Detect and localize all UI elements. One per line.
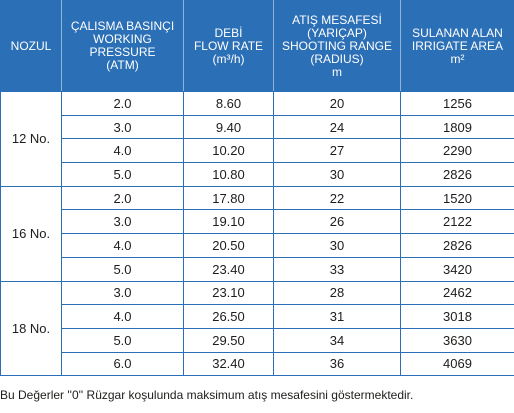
flow-cell: 9.40 xyxy=(183,114,274,140)
table-row: 4.0 20.50 30 2826 xyxy=(1,233,514,258)
nozul-cell: 12 No. xyxy=(0,91,62,187)
range-cell: 22 xyxy=(273,185,401,211)
range-cell: 31 xyxy=(273,304,401,329)
pressure-cell: 5.0 xyxy=(61,162,184,187)
table-row: 6.0 32.40 36 4069 xyxy=(1,351,514,377)
table-row: 5.0 29.50 34 3630 xyxy=(1,327,514,353)
table-header-row: NOZUL ÇALISMA BASINÇI WORKING PRESSURE (… xyxy=(0,0,514,92)
table-body: 12 No. 2.0 8.60 20 1256 3.0 9.40 24 1809… xyxy=(0,91,514,377)
pressure-cell: 3.0 xyxy=(61,280,184,306)
pressure-cell: 2.0 xyxy=(61,91,184,116)
table-row: 5.0 23.40 33 3420 xyxy=(1,256,514,282)
nozul-cell: 18 No. xyxy=(0,280,62,377)
header-range-line-1: ATIŞ MESAFESİ xyxy=(292,12,382,27)
header-range-line-3: SHOOTING RANGE xyxy=(281,38,392,53)
flow-cell: 23.10 xyxy=(183,280,274,306)
header-flow-line-1: DEBİ xyxy=(214,25,243,40)
header-pressure-line-3: (ATM) xyxy=(106,58,139,72)
table-row: 18 No. 3.0 23.10 28 2462 xyxy=(0,280,514,377)
header-pressure: ÇALISMA BASINÇI WORKING PRESSURE (ATM) xyxy=(61,0,184,92)
area-cell: 1256 xyxy=(400,91,514,116)
pressure-cell: 4.0 xyxy=(61,138,184,164)
pressure-cell: 3.0 xyxy=(61,209,184,235)
pressure-cell: 6.0 xyxy=(61,351,184,377)
header-range-line-4: (RADIUS) xyxy=(310,51,364,66)
flow-cell: 10.20 xyxy=(183,138,274,164)
area-cell: 2826 xyxy=(400,162,514,187)
range-cell: 26 xyxy=(273,209,401,235)
area-cell: 2826 xyxy=(400,233,514,258)
pressure-cell: 4.0 xyxy=(61,304,184,329)
flow-cell: 26.50 xyxy=(183,304,274,329)
header-range-line-5: m xyxy=(332,64,342,79)
header-area-line-1: SULANAN ALAN xyxy=(412,25,503,40)
table-row: 3.0 19.10 26 2122 xyxy=(1,209,514,235)
range-cell: 27 xyxy=(273,138,401,164)
header-range-line-2: (YARIÇAP) xyxy=(307,25,367,40)
pressure-cell: 5.0 xyxy=(61,256,184,282)
flow-cell: 32.40 xyxy=(183,351,274,377)
nozzle-spec-table: NOZUL ÇALISMA BASINÇI WORKING PRESSURE (… xyxy=(0,0,514,377)
table-row: 12 No. 2.0 8.60 20 1256 xyxy=(0,91,514,187)
area-cell: 1809 xyxy=(400,114,514,140)
area-cell: 2122 xyxy=(400,209,514,235)
range-cell: 20 xyxy=(273,91,401,116)
flow-cell: 19.10 xyxy=(183,209,274,235)
range-cell: 30 xyxy=(273,233,401,258)
pressure-cell: 4.0 xyxy=(61,233,184,258)
footnote: Bu Değerler ''0'' Rüzgar koşulunda maksi… xyxy=(0,388,414,402)
pressure-cell: 2.0 xyxy=(61,185,184,211)
header-area-line-3: m² xyxy=(450,51,465,66)
area-cell: 2290 xyxy=(400,138,514,164)
table-row: 4.0 26.50 31 3018 xyxy=(1,304,514,329)
flow-cell: 17.80 xyxy=(183,185,274,211)
header-flow: DEBİ FLOW RATE (m³/h) xyxy=(183,0,274,92)
pressure-cell: 5.0 xyxy=(61,327,184,353)
range-cell: 36 xyxy=(273,351,401,377)
range-cell: 34 xyxy=(273,327,401,353)
area-cell: 3420 xyxy=(400,256,514,282)
nozul-cell: 16 No. xyxy=(0,185,62,282)
header-pressure-line-1: ÇALISMA BASINÇI xyxy=(70,19,175,33)
area-cell: 3018 xyxy=(400,304,514,329)
flow-cell: 23.40 xyxy=(183,256,274,282)
header-area: SULANAN ALAN IRRIGATE AREA m² xyxy=(400,0,514,92)
range-cell: 28 xyxy=(273,280,401,306)
area-cell: 1520 xyxy=(400,185,514,211)
pressure-cell: 3.0 xyxy=(61,114,184,140)
flow-cell: 10.80 xyxy=(183,162,274,187)
header-area-line-2: IRRIGATE AREA xyxy=(411,38,504,53)
area-cell: 2462 xyxy=(400,280,514,306)
header-nozul: NOZUL xyxy=(0,0,62,92)
area-cell: 4069 xyxy=(400,351,514,377)
header-flow-line-3: (m³/h) xyxy=(212,51,245,66)
flow-cell: 29.50 xyxy=(183,327,274,353)
range-cell: 30 xyxy=(273,162,401,187)
header-range: ATIŞ MESAFESİ (YARIÇAP) SHOOTING RANGE (… xyxy=(273,0,401,92)
table-row: 16 No. 2.0 17.80 22 1520 xyxy=(0,185,514,282)
flow-cell: 20.50 xyxy=(183,233,274,258)
range-cell: 33 xyxy=(273,256,401,282)
table-row: 5.0 10.80 30 2826 xyxy=(1,162,514,187)
header-pressure-line-2: WORKING PRESSURE xyxy=(89,32,156,59)
flow-cell: 8.60 xyxy=(183,91,274,116)
table-row: 4.0 10.20 27 2290 xyxy=(1,138,514,164)
table-row: 3.0 9.40 24 1809 xyxy=(1,114,514,140)
header-flow-line-2: FLOW RATE xyxy=(193,38,264,53)
range-cell: 24 xyxy=(273,114,401,140)
area-cell: 3630 xyxy=(400,327,514,353)
